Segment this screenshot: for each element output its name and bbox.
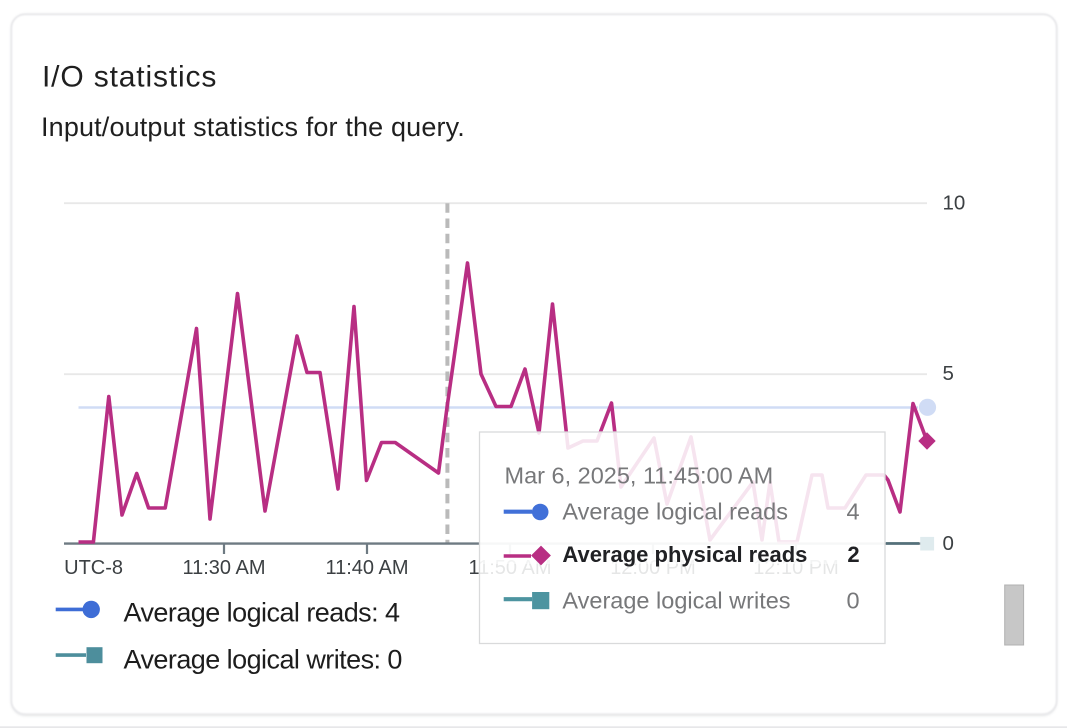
svg-text:Average logical reads: 4: Average logical reads: 4 — [124, 598, 401, 628]
svg-text:10: 10 — [943, 192, 966, 215]
svg-text:I/O statistics: I/O statistics — [42, 61, 217, 94]
svg-text:Average logical writes: Average logical writes — [562, 588, 790, 614]
svg-text:0: 0 — [847, 588, 860, 614]
svg-text:Mar 6, 2025, 11:45:00 AM: Mar 6, 2025, 11:45:00 AM — [505, 462, 774, 488]
svg-text:Average logical writes: 0: Average logical writes: 0 — [124, 645, 402, 675]
svg-text:11:30 AM: 11:30 AM — [182, 557, 265, 579]
svg-text:4: 4 — [847, 499, 860, 525]
svg-text:5: 5 — [943, 362, 954, 385]
svg-text:Average logical reads: Average logical reads — [562, 499, 788, 525]
svg-text:2: 2 — [847, 542, 859, 567]
svg-text:11:40 AM: 11:40 AM — [325, 557, 408, 579]
svg-text:UTC-8: UTC-8 — [64, 557, 123, 579]
svg-text:0: 0 — [943, 532, 954, 555]
svg-text:Input/output statistics for th: Input/output statistics for the query. — [41, 112, 465, 142]
svg-text:Average physical reads: Average physical reads — [562, 542, 807, 567]
